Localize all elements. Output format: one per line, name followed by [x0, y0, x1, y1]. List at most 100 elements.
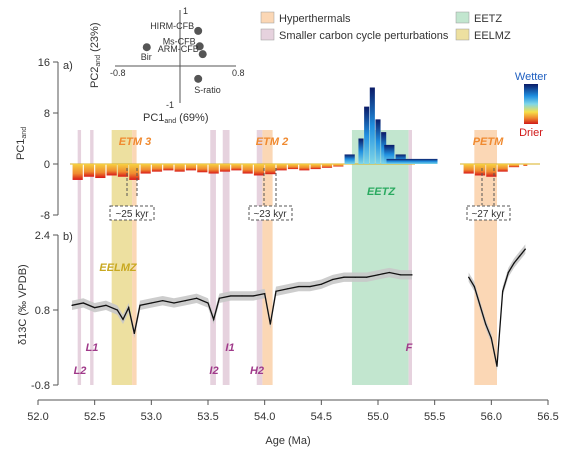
d13c-point-0-5: [122, 318, 124, 320]
x-tick-label-6: 55.0: [367, 411, 388, 423]
d13c-point-0-3: [105, 304, 107, 306]
pc1-bar-7: [151, 164, 163, 172]
d13c-point-0-28: [343, 276, 345, 278]
a-ytick-label-1: 8: [44, 108, 50, 120]
inset-ytick-max: 1: [183, 6, 188, 16]
pc1-bar-16: [253, 164, 265, 176]
pc1-bar-3: [106, 164, 117, 176]
box-23kyr: [248, 205, 293, 221]
legend-swatch-smaller: [260, 28, 275, 41]
inset-xlabel: PC1and (69%): [143, 112, 209, 125]
d13c-point-1-6: [502, 290, 504, 292]
pc1-bar-38: [523, 164, 528, 166]
d13c-point-0-15: [213, 318, 215, 320]
label-petm: PETM: [473, 136, 504, 148]
pc1-bar-13: [219, 164, 231, 172]
band-smaller-4: [210, 130, 216, 385]
d13c-point-0-0: [71, 304, 73, 306]
x-axis: 52.0 52.5 53.0 53.5 54.0 54.5 55.0 55.5 56.0 56.5…: [27, 399, 559, 447]
inset-point-label-1: Bir: [141, 52, 152, 62]
inset-point-3: [198, 50, 207, 59]
b-ytick-label-2: -0.8: [31, 380, 50, 392]
d13c-point-0-24: [298, 285, 300, 288]
panel-a-label: a): [63, 60, 73, 72]
inset-ylabel: PC2and (23%): [89, 23, 102, 89]
d13c-point-0-31: [377, 274, 379, 276]
bracket-25kyr: [126, 168, 138, 198]
inset-xtick-min: -0.8: [110, 68, 126, 78]
x-axis-label: Age (Ma): [265, 435, 310, 447]
d13c-point-0-30: [366, 276, 368, 278]
pc1-bar-17: [265, 164, 276, 175]
band-smaller-6: [256, 130, 263, 385]
inset-point-2: [195, 42, 204, 51]
x-tick-label-1: 52.5: [84, 411, 105, 423]
pc1-bar-22: [321, 164, 333, 168]
pc1-bar-37: [508, 164, 520, 168]
d13c-point-0-7: [133, 332, 135, 335]
d13c-point-0-29: [354, 276, 356, 278]
legend: Hyperthermals Smaller carbon cycle pertu…: [260, 11, 511, 42]
d13c-point-0-17: [230, 295, 232, 297]
b-ytick-label-0: 2.4: [35, 230, 50, 242]
d13c-point-0-10: [162, 300, 164, 302]
panel-b-axis: b) δ13C (‰ VPDB) 2.4 0.8 -0.8: [17, 230, 73, 392]
d13c-point-0-1: [82, 302, 84, 304]
label-l1: L1: [86, 342, 99, 354]
box-25kyr: [109, 205, 155, 221]
label-i1: I1: [225, 342, 234, 354]
d13c-point-0-14: [207, 302, 209, 304]
inset-point-label-4: S-ratio: [194, 85, 221, 95]
pc1-bar-26: [364, 106, 370, 164]
pca-inset: 1 -1 -0.8 0.8 PC2and (23%) PC1and (69%) …: [89, 6, 245, 125]
d13c-envelope-0: [72, 267, 412, 339]
d13c-point-1-10: [524, 248, 526, 250]
inset-xtick-max: 0.8: [232, 68, 245, 78]
label-27kyr: ~27 kyr: [471, 209, 505, 220]
d13c-point-0-23: [286, 288, 288, 290]
pc1-bar-27: [369, 87, 375, 164]
label-l2: L2: [74, 365, 87, 377]
pc1-bar-33: [463, 164, 474, 174]
pc1-bar-15: [242, 164, 253, 174]
band-hyper-10: [474, 130, 497, 385]
label-f: F: [406, 342, 413, 354]
legend-swatch-eelmz: [455, 28, 470, 41]
label-h2: H2: [250, 365, 264, 377]
x-tick-label-4: 54.0: [254, 411, 275, 423]
legend-label-eelmz: EELMZ: [474, 30, 511, 42]
d13c-series: [71, 244, 526, 371]
panel-b-label: b): [63, 231, 73, 243]
d13c-point-1-8: [513, 262, 515, 264]
pc1-bar-1: [83, 164, 95, 177]
panel-a-ylabel: PC1and: [15, 127, 28, 160]
x-tick-label-3: 53.5: [197, 411, 218, 423]
d13c-point-1-4: [490, 337, 492, 339]
d13c-point-1-3: [485, 323, 487, 325]
x-tick-label-7: 55.5: [424, 411, 445, 423]
d13c-point-0-12: [184, 300, 186, 302]
d13c-point-0-25: [309, 285, 311, 288]
colorbar-bottom-label: Drier: [519, 127, 543, 139]
pc1-bar-18: [276, 164, 287, 171]
legend-swatch-hyperthermals: [260, 11, 275, 24]
panel-a-axis: a) PC1and 16 8 0 -8: [15, 57, 73, 222]
band-smaller-9: [408, 130, 412, 385]
pc1-bar-14: [231, 164, 242, 171]
label-eelmz: EELMZ: [99, 262, 138, 274]
d13c-point-1-0: [468, 276, 470, 278]
band-smaller-5: [222, 130, 230, 385]
pc1-bar-8: [163, 164, 174, 171]
label-etm2: ETM 2: [256, 136, 288, 148]
pc1-bar-4: [117, 164, 129, 177]
inset-point-label-0: HIRM-CFB: [150, 21, 194, 31]
x-tick-label-5: 54.5: [311, 411, 332, 423]
event-bands: [77, 130, 497, 385]
band-hyper-3: [132, 130, 137, 385]
x-tick-label-8: 56.0: [481, 411, 502, 423]
pc1-bar-0: [72, 164, 83, 180]
d13c-point-0-34: [411, 274, 413, 276]
d13c-point-1-9: [519, 255, 521, 257]
pc1-bar-32: [386, 158, 438, 164]
